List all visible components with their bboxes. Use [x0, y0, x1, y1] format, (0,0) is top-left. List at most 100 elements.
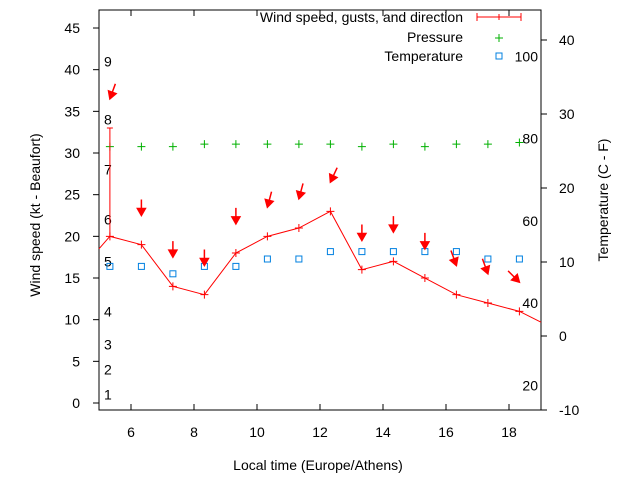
temperature-point	[358, 248, 366, 256]
beaufort-label: 2	[104, 362, 112, 378]
beaufort-label: 6	[104, 212, 112, 228]
pressure-point	[263, 140, 272, 149]
y-right-tick-label: -10	[559, 402, 579, 418]
temperature-point	[137, 262, 145, 270]
wind-direction-arrow	[264, 191, 275, 209]
fahrenheit-label: 80	[522, 131, 538, 147]
temperature-point	[484, 255, 492, 263]
y-axis-right-label: Temperature (C - F)	[595, 139, 611, 262]
temperature-point	[389, 248, 397, 256]
beaufort-label: 9	[104, 53, 112, 69]
wind-direction-arrow	[230, 207, 242, 226]
plot-border	[98, 9, 542, 411]
wind-speed-line	[98, 210, 542, 323]
legend: Wind speed, gusts, and direction Pressur…	[260, 9, 522, 64]
wind-series	[98, 127, 542, 323]
y-axis-left: 0 5 10 15 20 25 30 35 40 45	[64, 20, 99, 411]
wind-speed-point	[515, 307, 524, 316]
wind-direction-arrow	[328, 167, 339, 184]
wind-speed-point	[137, 240, 146, 249]
y-left-tick-label: 45	[64, 20, 80, 36]
x-tick-label: 16	[438, 424, 454, 440]
wind-speed-point	[294, 224, 303, 233]
wind-direction-arrow	[107, 83, 118, 101]
x-tick-label: 18	[501, 424, 517, 440]
temperature-point	[263, 255, 271, 263]
fahrenheit-label: 60	[522, 213, 538, 229]
pressure-point	[294, 140, 303, 149]
fahrenheit-labels: 20 40 60 80 100	[515, 48, 539, 393]
temperature-point	[326, 248, 334, 256]
wind-speed-point	[231, 249, 240, 258]
y-right-tick-label: 40	[559, 32, 575, 48]
temperature-point	[232, 262, 240, 270]
y-left-tick-label: 5	[72, 353, 80, 369]
y-right-tick-label: 0	[559, 328, 567, 344]
temperature-point	[452, 248, 460, 256]
temperature-series	[106, 248, 523, 278]
wind-speed-point	[452, 290, 461, 299]
pressure-point	[231, 140, 240, 149]
x-tick-label: 12	[312, 424, 328, 440]
beaufort-label: 4	[104, 303, 112, 319]
fahrenheit-label: 20	[522, 377, 538, 393]
wind-speed-point	[357, 265, 366, 274]
temperature-point	[295, 255, 303, 263]
legend-label-wind: Wind speed, gusts, and direction	[260, 9, 463, 25]
wind-speed-point	[168, 282, 177, 291]
pressure-point	[420, 142, 429, 151]
pressure-point	[168, 142, 177, 151]
pressure-point	[137, 142, 146, 151]
x-axis-label: Local time (Europe/Athens)	[233, 457, 403, 473]
y-right-tick-label: 30	[559, 106, 575, 122]
wind-direction-arrow	[388, 216, 399, 234]
wind-speed-point	[389, 257, 398, 266]
wind-direction-arrow	[356, 224, 368, 243]
wind-speed-point	[263, 232, 272, 241]
beaufort-label: 3	[104, 337, 112, 353]
x-tick-label: 10	[249, 424, 265, 440]
temperature-point	[169, 270, 177, 278]
wind-speed-point	[326, 207, 335, 216]
pressure-point	[200, 140, 209, 149]
y-right-tick-label: 10	[559, 254, 575, 270]
wind-speed-point	[483, 299, 492, 308]
y-right-tick-label: 20	[559, 180, 575, 196]
wind-direction-arrow	[199, 249, 210, 268]
y-left-tick-label: 25	[64, 187, 80, 203]
wind-direction-arrow	[167, 241, 179, 259]
wind-direction-arrows	[107, 83, 521, 284]
beaufort-label: 7	[104, 162, 112, 178]
pressure-point	[483, 140, 492, 149]
wind-direction-arrow	[419, 232, 431, 251]
pressure-series	[105, 138, 524, 151]
legend-label-temperature: Temperature	[384, 48, 463, 64]
plot-frame	[98, 9, 542, 411]
fahrenheit-label: 100	[515, 48, 539, 64]
beaufort-label: 1	[104, 387, 112, 403]
y-left-tick-label: 30	[64, 145, 80, 161]
y-left-tick-label: 35	[64, 103, 80, 119]
fahrenheit-label: 40	[522, 295, 538, 311]
temperature-point	[515, 255, 523, 263]
x-axis: 6 8 10 12 14 16 18	[127, 10, 517, 440]
x-tick-label: 6	[127, 424, 135, 440]
legend-swatch-temperature	[495, 52, 503, 60]
wind-speed-point	[420, 274, 429, 283]
y-left-tick-label: 15	[64, 270, 80, 286]
wind-direction-arrow	[448, 250, 459, 267]
y-axis-left-label: Wind speed (kt - Beaufort)	[27, 133, 43, 296]
pressure-point	[452, 140, 461, 149]
temperature-point	[106, 262, 114, 270]
legend-swatch-pressure	[495, 34, 503, 42]
legend-swatch-wind	[476, 13, 522, 21]
beaufort-label: 8	[104, 112, 112, 128]
x-tick-label: 8	[190, 424, 198, 440]
legend-label-pressure: Pressure	[407, 29, 463, 45]
wind-direction-arrow	[136, 199, 147, 218]
wind-speed-point	[200, 290, 209, 299]
wind-direction-arrow	[507, 270, 521, 284]
pressure-point	[389, 140, 398, 149]
y-left-tick-label: 10	[64, 312, 80, 328]
wind-direction-arrow	[295, 183, 307, 201]
